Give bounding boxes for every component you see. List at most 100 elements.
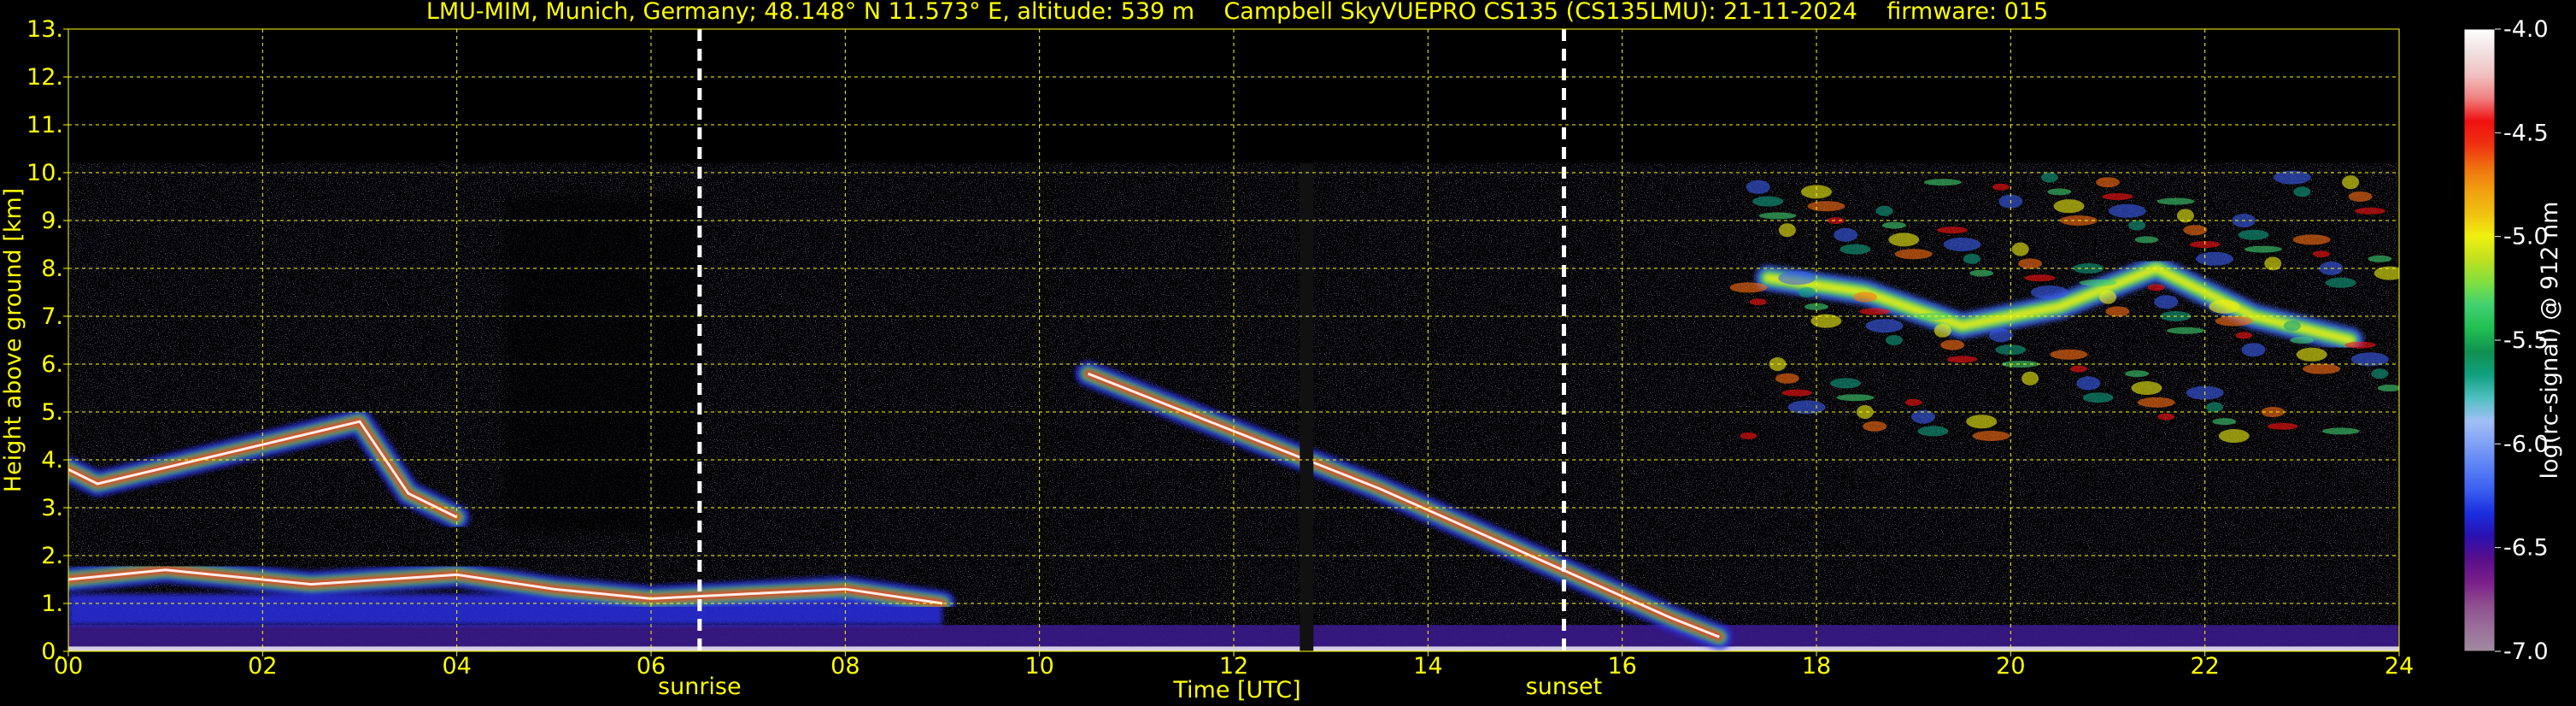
cirrus-patch [1740,432,1757,439]
cirrus-patch [1863,421,1887,432]
cirrus-patch [2018,258,2043,269]
cirrus-patch [2325,277,2356,288]
cirrus-patch [2166,327,2204,334]
cirrus-patch [2082,392,2114,403]
cirrus-patch [2076,376,2101,391]
y-tick-label: 13. [26,16,63,43]
x-tick-label: 04 [442,653,471,680]
cirrus-patch [1801,185,1832,199]
cirrus-patch [2374,266,2399,280]
cirrus-patch [1946,356,1978,363]
x-tick-label: 00 [54,653,83,680]
chart-title: LMU-MIM, Munich, Germany; 48.148° N 11.5… [426,0,2048,25]
x-tick-label: 24 [2385,653,2414,680]
data-gap [1300,162,1314,651]
cirrus-patch [2212,418,2237,426]
cirrus-patch [2040,172,2058,183]
cirrus-patch [2156,197,2195,205]
cirrus-patch [2290,337,2315,344]
x-tick-label: 02 [248,653,277,680]
cirrus-patch [1778,223,1796,238]
cirrus-patch [2342,175,2360,190]
cirrus-patch [2267,422,2298,430]
cirrus-patch [1943,238,1981,251]
cirrus-patch [2053,199,2085,214]
cirrus-patch [1875,205,1893,216]
cirrus-patch [2283,321,2301,332]
feature-core [68,420,458,519]
cirrus-patch [2354,207,2385,215]
cirrus-patch [2206,402,2224,413]
cirrus-patch [1859,308,1891,315]
annotation-sunrise: sunrise [658,674,742,700]
y-tick-label: 10. [26,160,63,186]
cirrus-patch [2292,234,2331,245]
cirrus-patch [1830,378,1862,389]
cirrus-patch [2377,385,2399,391]
cirrus-patch [2021,371,2039,385]
colorbar-tick-label: -6.0 [2503,431,2549,457]
cirrus-patch [2079,279,2117,286]
cirrus-patch [1937,227,1969,234]
cirrus-patch [1865,319,1904,333]
cirrus-patch [2238,229,2269,240]
cirrus-patch [2157,413,2175,421]
cirrus-patch [1787,400,1826,415]
cirrus-patch [2303,363,2341,374]
cirrus-patch [2050,349,2088,360]
colorbar-label: log(rc-signal) @ 912 nm [2537,202,2563,479]
cirrus-patch [2047,188,2072,196]
y-tick-label: 1. [41,591,63,617]
cirrus-patch [2350,352,2389,367]
y-tick-label: 9. [41,208,63,234]
cirrus-patch [1810,314,1842,328]
cirrus-patch [1781,389,1813,397]
annotation-labels: sunrise sunset [658,674,1602,700]
cirrus-patch [2244,245,2282,253]
cirrus-patch [1933,323,1951,338]
x-tick-label: 18 [1802,653,1831,680]
cirrus-patch [1778,271,1816,285]
cirrus-patch [1856,405,1874,419]
cirrus-patch [2321,427,2360,435]
cirrus-patch [2131,381,2162,395]
colorbar-tick-label: -6.5 [2503,535,2549,562]
cirrus-patch [1807,201,1845,212]
cirrus-patch [1746,179,1770,194]
cirrus-patch [2273,170,2311,185]
cirrus-patch [1914,313,1952,320]
cirrus-patch [2105,306,2130,317]
cirrus-patch [2069,365,2087,373]
cirrus-patch [1940,339,1965,350]
heatmap-layer [68,162,2399,651]
y-tick-label: 7. [41,303,63,330]
cirrus-patch [2218,429,2250,443]
cirrus-patch [1775,373,1799,384]
cirrus-patch [2102,193,2133,200]
cirrus-patch [2011,242,2029,256]
cirrus-patch [2001,361,2039,368]
cirrus-patch [2099,290,2116,304]
cirrus-patch [2293,186,2311,197]
cirrus-patch [1840,244,1871,255]
y-tick-label: 5. [41,399,63,426]
cirrus-patch [1881,221,1906,229]
y-tick-label: 12. [26,64,63,91]
cirrus-patch [2209,299,2240,314]
cirrus-patch [2134,236,2159,244]
x-axis-label: Time [UTC] [1172,677,1300,703]
cirrus-patch [1966,415,1998,429]
cirrus-patch [1749,298,1767,306]
x-tick-label: 22 [2190,653,2219,680]
feature-core [68,568,943,605]
x-tick-label: 10 [1024,653,1053,680]
cirrus-patch [2024,274,2056,282]
grid-lines [68,29,2399,651]
cirrus-patch [2147,284,2165,291]
colorbar-bar [2463,28,2496,652]
surface-line [68,646,2399,651]
cirrus-patch [1804,303,1828,310]
x-tick-label: 14 [1413,653,1442,680]
cirrus-patch [2215,315,2253,327]
cirrus-patch [2241,343,2266,357]
